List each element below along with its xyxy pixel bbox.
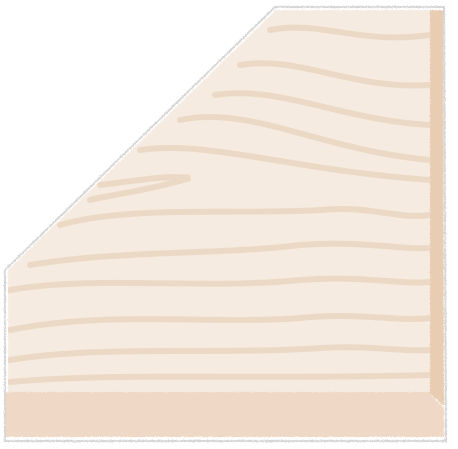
grain-line [8, 372, 430, 385]
grain-line [8, 275, 430, 293]
board-right-edge [428, 10, 444, 406]
grain-line [267, 24, 430, 41]
grain-line [212, 90, 430, 128]
wood-grain [8, 24, 430, 385]
board-outline [4, 6, 448, 442]
board-bottom-edge [6, 392, 444, 437]
grain-line [87, 174, 191, 203]
grain-line [8, 344, 430, 363]
board-face [8, 10, 430, 392]
grain-line [177, 114, 430, 163]
grain-line [237, 60, 430, 89]
grain-line [57, 206, 430, 228]
grain-line [8, 313, 430, 333]
grain-line [137, 145, 430, 183]
grain-line [27, 240, 430, 268]
